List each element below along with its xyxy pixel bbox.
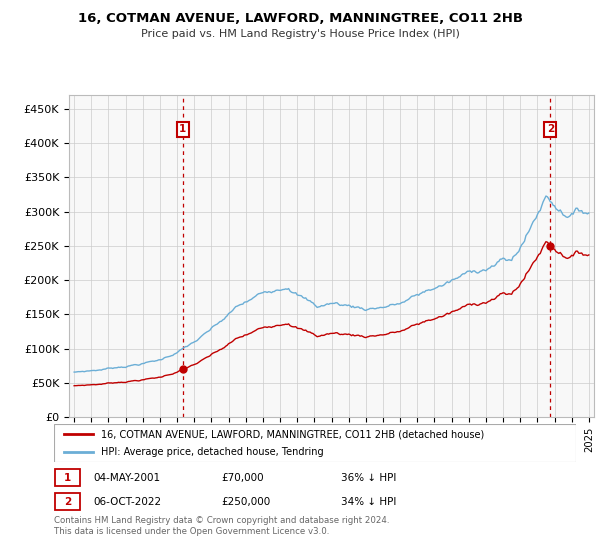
Text: HPI: Average price, detached house, Tendring: HPI: Average price, detached house, Tend… xyxy=(101,447,323,457)
Text: 34% ↓ HPI: 34% ↓ HPI xyxy=(341,497,397,507)
Text: 1: 1 xyxy=(179,124,187,134)
FancyBboxPatch shape xyxy=(55,493,80,511)
Text: £70,000: £70,000 xyxy=(221,473,263,483)
FancyBboxPatch shape xyxy=(55,469,80,486)
Text: £250,000: £250,000 xyxy=(221,497,270,507)
Text: 36% ↓ HPI: 36% ↓ HPI xyxy=(341,473,397,483)
Text: Contains HM Land Registry data © Crown copyright and database right 2024.
This d: Contains HM Land Registry data © Crown c… xyxy=(54,516,389,536)
Text: 16, COTMAN AVENUE, LAWFORD, MANNINGTREE, CO11 2HB (detached house): 16, COTMAN AVENUE, LAWFORD, MANNINGTREE,… xyxy=(101,429,484,439)
Text: 1: 1 xyxy=(64,473,71,483)
Text: 06-OCT-2022: 06-OCT-2022 xyxy=(93,497,161,507)
Text: 16, COTMAN AVENUE, LAWFORD, MANNINGTREE, CO11 2HB: 16, COTMAN AVENUE, LAWFORD, MANNINGTREE,… xyxy=(77,12,523,25)
Text: 2: 2 xyxy=(64,497,71,507)
Text: Price paid vs. HM Land Registry's House Price Index (HPI): Price paid vs. HM Land Registry's House … xyxy=(140,29,460,39)
Text: 04-MAY-2001: 04-MAY-2001 xyxy=(93,473,160,483)
FancyBboxPatch shape xyxy=(54,424,576,462)
Text: 2: 2 xyxy=(547,124,554,134)
